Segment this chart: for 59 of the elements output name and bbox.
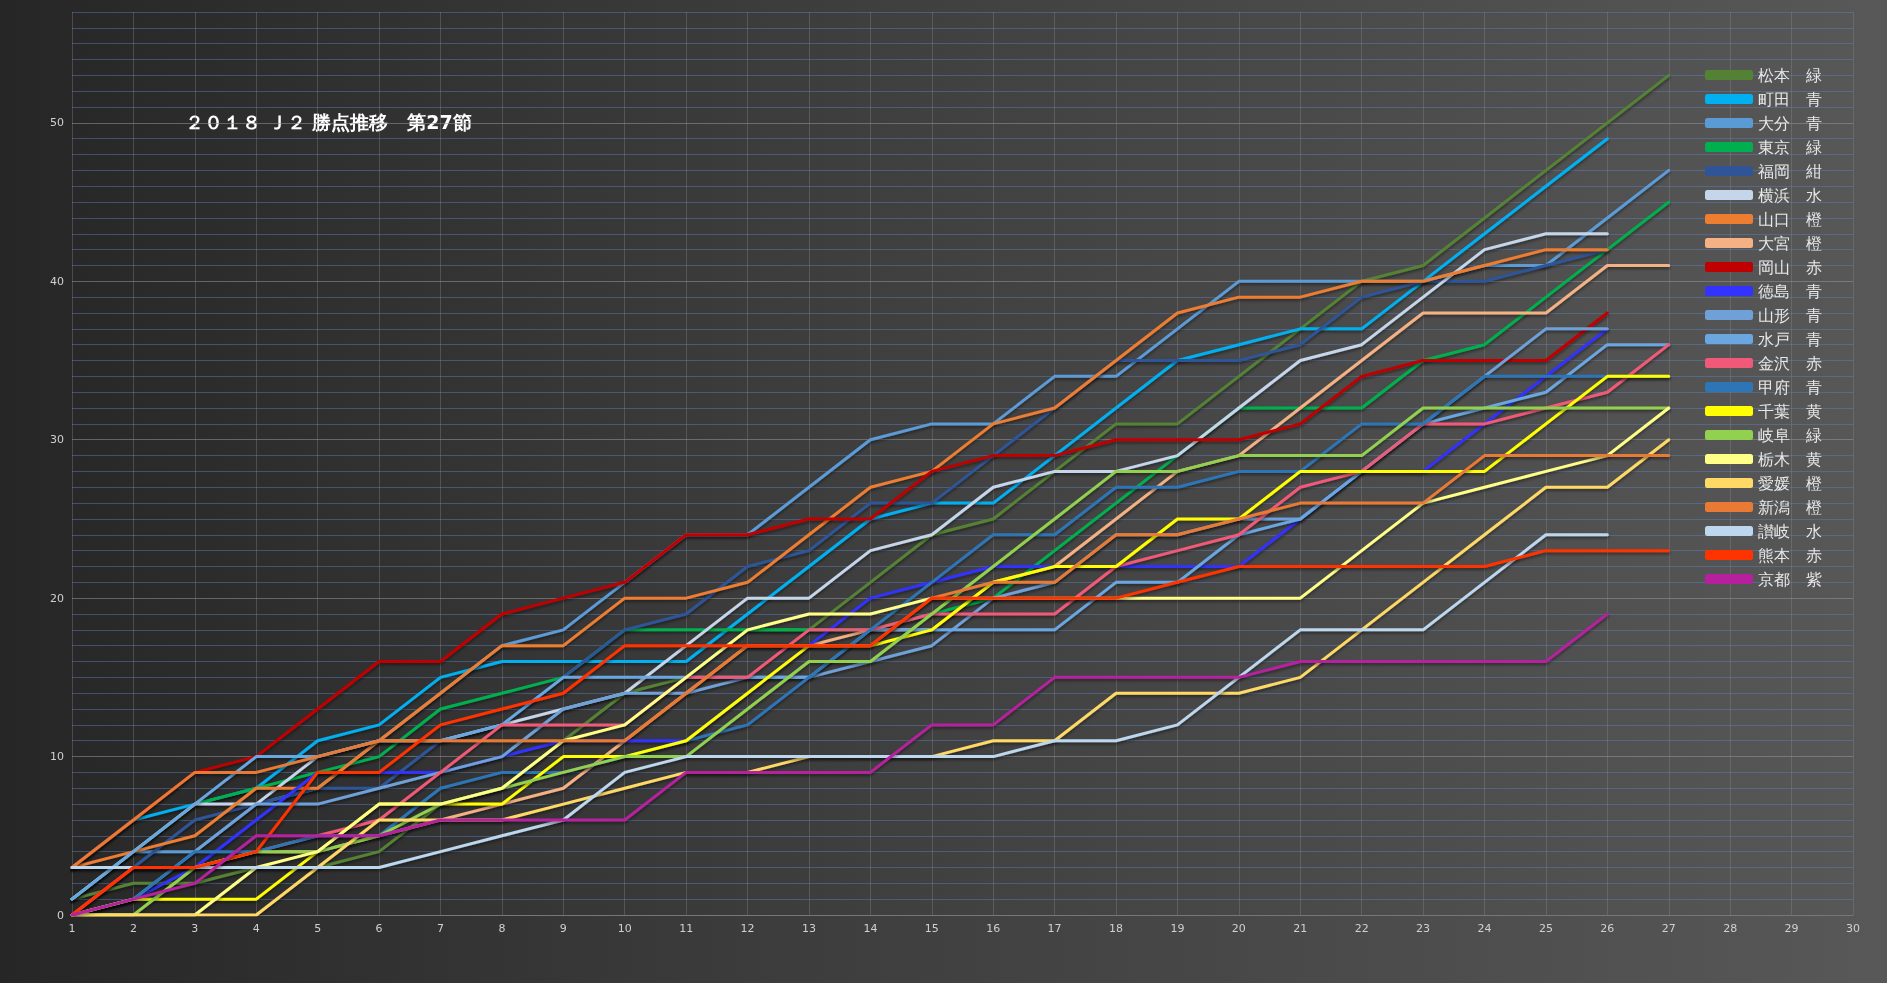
x-tick-label: 13	[801, 922, 816, 935]
legend-label: 山形 青	[1758, 305, 1822, 325]
x-tick-label: 15	[924, 922, 939, 935]
x-tick-label: 23	[1416, 922, 1431, 935]
legend-label: 京都 紫	[1758, 569, 1822, 589]
legend-label: 水戸 青	[1758, 329, 1822, 349]
x-tick-label: 27	[1661, 922, 1676, 935]
x-tick-label: 18	[1109, 922, 1124, 935]
x-tick-label: 2	[129, 922, 137, 935]
x-tick-label: 10	[617, 922, 632, 935]
x-tick-label: 4	[252, 922, 260, 935]
legend-label: 岡山 赤	[1758, 257, 1822, 277]
x-tick-label: 22	[1354, 922, 1369, 935]
y-tick-label: 50	[50, 116, 64, 130]
legend-label: 讃岐 水	[1758, 521, 1822, 541]
legend-label: 山口 橙	[1758, 209, 1822, 229]
x-tick-label: 3	[191, 922, 199, 935]
legend-label: 町田 青	[1758, 89, 1822, 109]
y-tick-label: 20	[50, 591, 64, 605]
x-tick-label: 20	[1231, 922, 1246, 935]
y-tick-label: 10	[50, 750, 64, 764]
x-tick-label: 19	[1170, 922, 1185, 935]
x-tick-label: 17	[1047, 922, 1062, 935]
x-tick-label: 29	[1784, 922, 1799, 935]
legend-label: 大宮 橙	[1758, 233, 1822, 253]
x-tick-label: 16	[986, 922, 1001, 935]
x-tick-label: 8	[498, 922, 506, 935]
x-tick-label: 1	[68, 922, 76, 935]
legend-label: 新潟 橙	[1758, 497, 1822, 517]
x-tick-label: 26	[1600, 922, 1615, 935]
x-tick-label: 6	[375, 922, 383, 935]
legend-label: 松本 緑	[1758, 65, 1822, 85]
legend-label: 熊本 赤	[1758, 545, 1822, 565]
legend-label: 大分 青	[1758, 113, 1822, 133]
x-tick-label: 24	[1477, 922, 1492, 935]
legend-label: 愛媛 橙	[1758, 473, 1822, 493]
x-tick-label: 21	[1293, 922, 1308, 935]
legend-label: 千葉 黄	[1758, 401, 1822, 421]
text: ２０１８ Ｊ２ 勝点推移 第27節	[185, 110, 472, 133]
x-tick-label: 28	[1723, 922, 1738, 935]
y-tick-label: 40	[50, 274, 64, 288]
x-tick-label: 25	[1538, 922, 1553, 935]
x-tick-label: 12	[740, 922, 755, 935]
legend-label: 福岡 紺	[1758, 161, 1822, 181]
x-tick-label: 30	[1846, 922, 1860, 935]
legend-label: 甲府 青	[1758, 377, 1822, 397]
legend-label: 徳島 青	[1758, 281, 1822, 301]
y-tick-label: 0	[57, 908, 64, 922]
legend-label: 栃木 黄	[1758, 449, 1822, 469]
x-tick-label: 11	[679, 922, 694, 935]
legend-label: 東京 緑	[1758, 137, 1822, 157]
legend-label: 金沢 赤	[1758, 353, 1822, 373]
legend-label: 横浜 水	[1758, 185, 1822, 205]
y-tick-label: 30	[50, 433, 64, 447]
x-tick-label: 9	[559, 922, 567, 935]
legend-label: 岐阜 緑	[1758, 425, 1822, 445]
x-tick-label: 7	[436, 922, 444, 935]
x-tick-label: 14	[863, 922, 878, 935]
x-tick-label: 5	[314, 922, 322, 935]
